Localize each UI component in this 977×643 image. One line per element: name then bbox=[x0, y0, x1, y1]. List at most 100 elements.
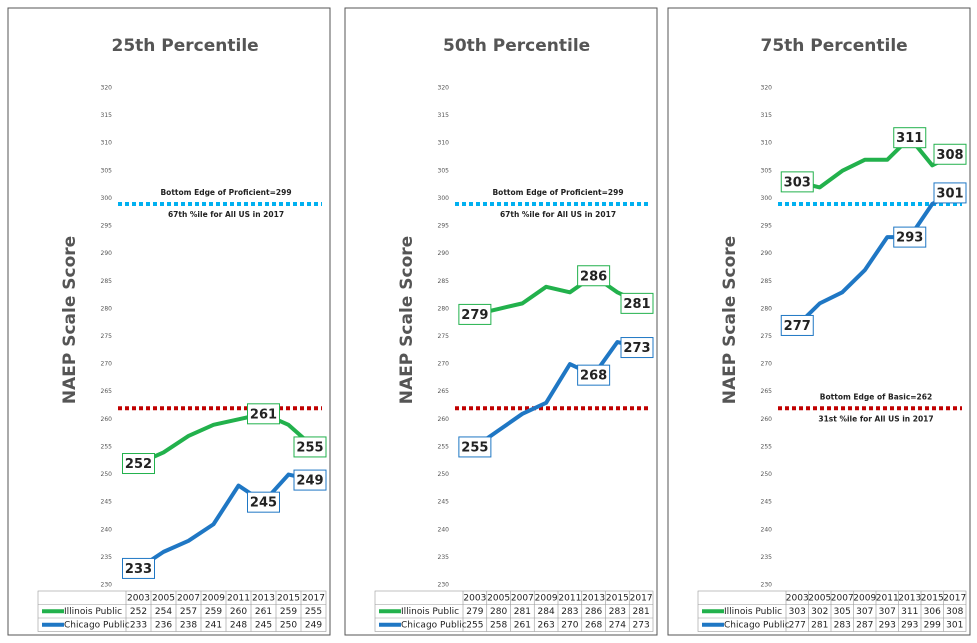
table-year: 2007 bbox=[511, 593, 534, 603]
table-value: 273 bbox=[633, 620, 650, 630]
y-tick-label: 300 bbox=[761, 195, 773, 202]
table-value: 258 bbox=[490, 620, 507, 630]
panel-border bbox=[344, 7, 658, 636]
y-tick-label: 295 bbox=[101, 223, 113, 230]
table-value: 277 bbox=[789, 620, 806, 630]
series-line bbox=[137, 411, 315, 466]
value-label: 311 bbox=[896, 131, 923, 146]
y-tick-label: 315 bbox=[761, 112, 773, 119]
legend-label: Illinois Public bbox=[401, 607, 459, 617]
value-label-box bbox=[893, 127, 927, 149]
y-tick-label: 290 bbox=[101, 250, 113, 257]
y-tick-label: 290 bbox=[438, 250, 450, 257]
y-tick-label: 290 bbox=[761, 250, 773, 257]
legend-label: Illinois Public bbox=[64, 607, 122, 617]
value-label-box bbox=[577, 364, 611, 386]
y-tick-label: 285 bbox=[761, 278, 773, 285]
reference-label: Bottom Edge of Proficient=299 bbox=[160, 188, 291, 197]
table-value: 255 bbox=[466, 620, 483, 630]
y-tick-label: 310 bbox=[101, 140, 113, 147]
table-year: 2011 bbox=[558, 593, 581, 603]
value-label-box bbox=[780, 171, 814, 193]
table-value: 263 bbox=[538, 620, 555, 630]
y-tick-label: 275 bbox=[101, 333, 113, 340]
table-value: 238 bbox=[180, 620, 197, 630]
value-label: 281 bbox=[623, 297, 650, 312]
table-year: 2017 bbox=[630, 593, 653, 603]
y-tick-label: 270 bbox=[761, 361, 773, 368]
table-value: 283 bbox=[609, 607, 626, 617]
value-label-box bbox=[247, 491, 280, 513]
y-tick-label: 230 bbox=[761, 582, 773, 589]
table-value: 280 bbox=[490, 607, 507, 617]
series-line bbox=[795, 191, 956, 327]
table-value: 301 bbox=[946, 620, 963, 630]
legend-label: Chicago Public bbox=[64, 620, 130, 630]
y-tick-label: 265 bbox=[761, 388, 773, 395]
value-label: 301 bbox=[936, 186, 963, 201]
value-label-box bbox=[122, 557, 155, 579]
value-label-box bbox=[122, 453, 155, 475]
legend-label: Chicago Public bbox=[724, 620, 790, 630]
table-year: 2005 bbox=[487, 593, 510, 603]
y-tick-label: 265 bbox=[438, 388, 450, 395]
value-label: 308 bbox=[936, 148, 963, 163]
y-tick-label: 255 bbox=[761, 443, 773, 450]
value-label-box bbox=[780, 314, 814, 336]
y-tick-label: 285 bbox=[438, 278, 450, 285]
table-year: 2009 bbox=[853, 593, 876, 603]
series-line bbox=[137, 472, 314, 571]
table-value: 279 bbox=[466, 607, 483, 617]
y-tick-label: 250 bbox=[101, 471, 113, 478]
y-tick-label: 305 bbox=[101, 167, 113, 174]
chart-title: 25th Percentile bbox=[111, 36, 258, 56]
y-tick-label: 250 bbox=[438, 471, 450, 478]
table-value: 306 bbox=[924, 607, 941, 617]
value-label: 303 bbox=[784, 175, 811, 190]
y-tick-label: 310 bbox=[761, 140, 773, 147]
table-year: 2009 bbox=[535, 593, 558, 603]
table-year: 2011 bbox=[227, 593, 250, 603]
table-year: 2015 bbox=[606, 593, 629, 603]
table-value: 305 bbox=[834, 607, 851, 617]
value-label-box bbox=[933, 143, 967, 165]
legend-label: Illinois Public bbox=[724, 607, 782, 617]
table-value: 283 bbox=[834, 620, 851, 630]
value-label-box bbox=[293, 469, 327, 491]
value-label: 261 bbox=[250, 407, 277, 422]
value-label: 249 bbox=[296, 474, 323, 489]
y-tick-label: 305 bbox=[761, 167, 773, 174]
table-value: 261 bbox=[255, 607, 272, 617]
panel-border bbox=[667, 7, 971, 636]
y-tick-label: 320 bbox=[101, 85, 113, 92]
table-year: 2005 bbox=[808, 593, 831, 603]
value-label: 277 bbox=[784, 319, 811, 334]
value-label-box bbox=[458, 436, 492, 458]
table-year: 2009 bbox=[202, 593, 225, 603]
y-tick-label: 275 bbox=[438, 333, 450, 340]
value-label: 252 bbox=[125, 457, 152, 472]
table-value: 252 bbox=[130, 607, 147, 617]
table-year: 2013 bbox=[582, 593, 605, 603]
legend-label: Chicago Public bbox=[401, 620, 467, 630]
y-tick-label: 230 bbox=[438, 582, 450, 589]
y-tick-label: 320 bbox=[761, 85, 773, 92]
value-label: 293 bbox=[896, 231, 923, 246]
table-value: 293 bbox=[901, 620, 918, 630]
reference-label: 67th %ile for All US in 2017 bbox=[168, 210, 284, 219]
value-label: 273 bbox=[623, 341, 650, 356]
y-tick-label: 300 bbox=[101, 195, 113, 202]
y-tick-label: 310 bbox=[438, 140, 450, 147]
table-year: 2011 bbox=[876, 593, 899, 603]
table-value: 281 bbox=[811, 620, 828, 630]
series-line bbox=[474, 273, 642, 317]
table-year: 2013 bbox=[252, 593, 275, 603]
value-label: 279 bbox=[461, 308, 488, 323]
table-value: 307 bbox=[856, 607, 873, 617]
y-tick-label: 230 bbox=[101, 582, 113, 589]
value-label: 255 bbox=[461, 440, 488, 455]
value-label-box bbox=[247, 403, 280, 425]
y-tick-label: 240 bbox=[438, 526, 450, 533]
table-value: 283 bbox=[561, 607, 578, 617]
